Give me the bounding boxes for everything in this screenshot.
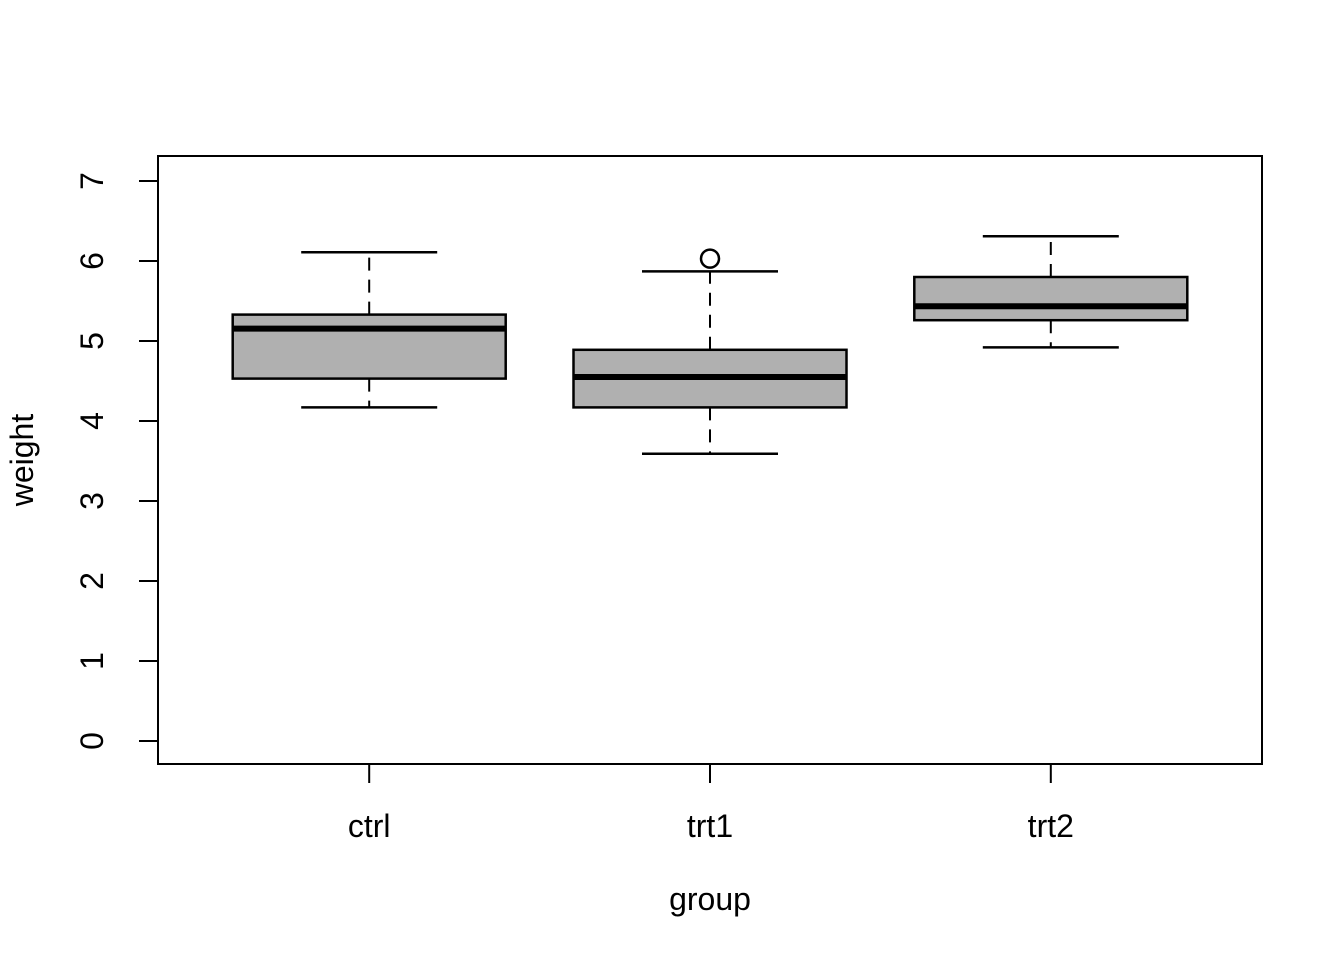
y-tick-label: 1 — [74, 652, 110, 670]
y-tick-label: 4 — [74, 412, 110, 430]
y-tick-label: 5 — [74, 332, 110, 350]
box-ctrl — [231, 313, 507, 380]
box-trt2 — [913, 275, 1189, 322]
outlier-point-trt1 — [699, 248, 721, 269]
y-tick-label: 0 — [74, 732, 110, 750]
y-axis-label: weight — [4, 414, 40, 508]
x-tick-label: ctrl — [348, 808, 391, 844]
x-axis-label: group — [669, 881, 751, 917]
y-tick-label: 7 — [74, 172, 110, 190]
x-tick-label: trt2 — [1028, 808, 1074, 844]
y-tick-label: 6 — [74, 252, 110, 270]
y-tick-label: 3 — [74, 492, 110, 510]
x-tick-label: trt1 — [687, 808, 733, 844]
y-tick-label: 2 — [74, 572, 110, 590]
plot-border — [157, 155, 1263, 765]
chart-layer: 0 1 2 3 4 5 6 7 ctrl trt1 trt2 — [74, 172, 1189, 844]
